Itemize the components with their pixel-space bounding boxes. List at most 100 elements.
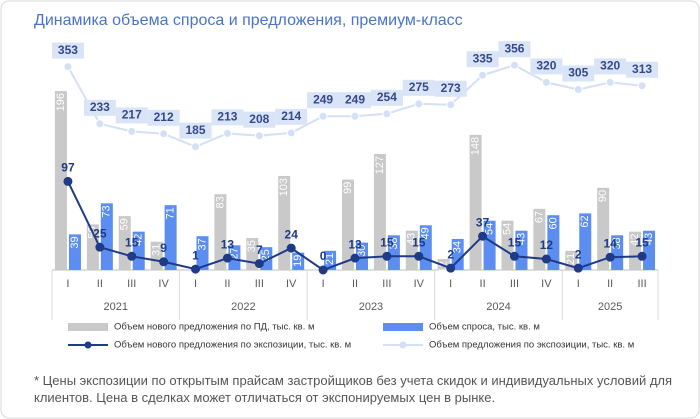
bar [342, 179, 354, 270]
bar-value-label: 35 [246, 240, 258, 252]
line-value-label: 212 [154, 110, 174, 124]
bar [214, 194, 227, 270]
x-group-label: 2021 [104, 301, 128, 313]
line-value-label: 7 [256, 243, 263, 257]
label-box [498, 41, 531, 58]
x-tick-label: II [352, 278, 358, 290]
line-value-label: 12 [540, 238, 554, 252]
line-marker [414, 99, 424, 109]
label-box [466, 51, 499, 68]
bar-value-label: 42 [629, 234, 641, 246]
x-tick-label: III [127, 278, 136, 290]
line-marker [95, 242, 105, 252]
bar [515, 230, 528, 270]
line-marker [318, 111, 328, 121]
legend-swatch [68, 323, 108, 331]
line-marker [637, 251, 647, 261]
bar-value-label: 31 [151, 244, 163, 256]
bar-value-label: 127 [374, 156, 386, 174]
line-marker [509, 60, 519, 70]
bar [164, 205, 177, 270]
line-value-label: 97 [61, 161, 75, 175]
x-tick-label: III [255, 278, 264, 290]
label-box [211, 109, 244, 126]
line-marker [286, 243, 296, 253]
bar-value-label: 21 [565, 253, 577, 265]
line-marker [286, 128, 296, 138]
line-value-label: 24 [285, 227, 299, 241]
line-value-label: 15 [412, 235, 426, 249]
line-marker [541, 254, 551, 264]
bar-value-label: 43 [643, 233, 655, 245]
line-value-label: 15 [380, 235, 394, 249]
bar [86, 224, 99, 270]
label-box [275, 108, 308, 125]
x-tick-label: I [66, 278, 69, 290]
x-tick-label: III [637, 278, 646, 290]
line-marker [222, 128, 232, 138]
line-value-label: 249 [345, 92, 365, 106]
x-group-label: 2022 [231, 301, 255, 313]
line-value-label: 335 [473, 51, 493, 65]
legend-swatch [399, 341, 407, 349]
bar [483, 220, 496, 270]
line-marker [159, 129, 169, 139]
bar [387, 235, 400, 270]
line-marker [95, 119, 105, 129]
label-box [530, 58, 563, 75]
line-value-label: 254 [377, 90, 397, 104]
bar [611, 235, 624, 270]
bar [100, 203, 113, 270]
bar-value-label: 62 [579, 215, 591, 227]
x-group-label: 2023 [359, 301, 383, 313]
bar [228, 245, 241, 270]
bar [451, 238, 464, 270]
bar [405, 230, 418, 270]
line-marker [191, 264, 201, 274]
line-marker [478, 70, 488, 80]
bar [292, 252, 305, 270]
bar-value-label: 148 [469, 137, 481, 155]
line-marker [446, 263, 456, 273]
line-value-label: 313 [632, 62, 652, 76]
line-marker [222, 253, 232, 263]
bar-value-label: 103 [278, 178, 290, 196]
line-value-label: 13 [348, 237, 362, 251]
line-value-label: 0 [320, 249, 327, 263]
line-value-label: 275 [409, 80, 429, 94]
bar [356, 242, 368, 270]
line-value-label: 217 [122, 108, 142, 122]
x-tick-label: III [510, 278, 519, 290]
label-box [243, 111, 276, 128]
line-marker [159, 257, 169, 267]
bar-value-label: 34 [452, 241, 464, 253]
bar-value-label: 67 [533, 211, 545, 223]
bar-value-label: 43 [515, 233, 527, 245]
line-value-label: 15 [635, 235, 649, 249]
line-value-label: 249 [313, 92, 333, 106]
bar [629, 231, 642, 270]
label-box [307, 92, 340, 109]
legend-swatch [84, 341, 92, 349]
line-marker [63, 62, 73, 72]
bar [132, 231, 145, 270]
label-box [626, 61, 659, 78]
bar [324, 250, 337, 270]
line-marker [605, 77, 615, 87]
line-value-label: 14 [603, 236, 617, 250]
label-box [594, 58, 627, 75]
line-marker [414, 251, 424, 261]
x-tick-label: II [224, 278, 230, 290]
line-marker [127, 126, 137, 136]
line-marker [350, 111, 360, 121]
x-tick-label: IV [541, 278, 552, 290]
line-value-label: 1 [192, 248, 199, 262]
line-value-label: 13 [221, 237, 235, 251]
x-tick-label: IV [414, 278, 425, 290]
bar [643, 230, 656, 270]
line-value-label: 320 [600, 59, 620, 73]
legend-label: Объем предложения по экспозиции, тыс. кв… [429, 340, 634, 351]
x-tick-label: III [382, 278, 391, 290]
line-value-label: 208 [249, 112, 269, 126]
chart-title: Динамика объема спроса и предложения, пр… [34, 12, 463, 29]
